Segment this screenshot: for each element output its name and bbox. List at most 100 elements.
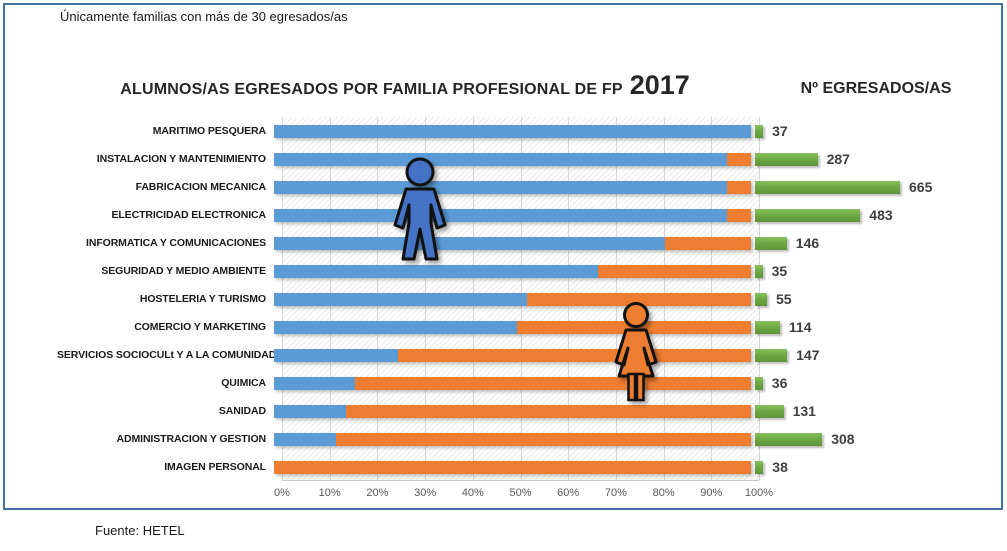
chart-row: COMERCIO Y MARKETING 114 bbox=[57, 313, 997, 341]
count-bar bbox=[755, 460, 764, 474]
female-segment bbox=[665, 236, 751, 250]
x-axis: 0% 10% 20% 30% 40% 50% 60% 70% 80% 90% 100% bbox=[274, 487, 773, 503]
count-value: 36 bbox=[771, 375, 788, 391]
stacked-bar bbox=[274, 404, 751, 418]
female-segment bbox=[727, 180, 751, 194]
stacked-bar bbox=[274, 264, 751, 278]
x-tick-label: 10% bbox=[318, 487, 341, 499]
category-label: SEGURIDAD Y MEDIO AMBIENTE bbox=[101, 265, 266, 277]
source-footer: Fuente: HETEL bbox=[95, 523, 185, 538]
count-value: 146 bbox=[795, 235, 820, 251]
male-segment bbox=[274, 292, 527, 306]
count-group: 308 bbox=[755, 431, 855, 447]
stacked-bar bbox=[274, 432, 751, 446]
chart-row: HOSTELERIA Y TURISMO 55 bbox=[57, 285, 997, 313]
count-bar bbox=[755, 124, 764, 138]
chart-rows: MARITIMO PESQUERA 37 INSTALACION Y MANTENI… bbox=[57, 117, 997, 481]
category-label: IMAGEN PERSONAL bbox=[164, 461, 266, 473]
male-segment bbox=[274, 376, 356, 390]
male-segment bbox=[274, 432, 336, 446]
count-value: 147 bbox=[796, 347, 820, 363]
count-bar bbox=[755, 208, 861, 222]
count-bar bbox=[755, 180, 900, 194]
count-value: 35 bbox=[771, 263, 788, 279]
male-segment bbox=[274, 180, 728, 194]
x-tick-label: 70% bbox=[604, 487, 627, 499]
count-group: 147 bbox=[755, 347, 820, 363]
male-segment bbox=[274, 348, 399, 362]
male-segment bbox=[274, 404, 346, 418]
chart-row: MARITIMO PESQUERA 37 bbox=[57, 117, 997, 145]
count-value: 55 bbox=[776, 291, 792, 307]
count-group: 36 bbox=[755, 375, 788, 391]
chart-title-year: 2017 bbox=[629, 70, 690, 100]
chart-row: FABRICACION MECANICA 665 bbox=[57, 173, 997, 201]
count-group: 483 bbox=[755, 207, 893, 223]
count-value: 308 bbox=[831, 431, 855, 447]
female-segment bbox=[727, 208, 751, 222]
count-value: 38 bbox=[772, 459, 788, 475]
count-value: 483 bbox=[869, 207, 893, 223]
chart-row: ELECTRICIDAD ELECTRONICA 483 bbox=[57, 201, 997, 229]
chart-row: SANIDAD 131 bbox=[57, 397, 997, 425]
x-tick-label: 80% bbox=[652, 487, 675, 499]
category-label: ELECTRICIDAD ELECTRONICA bbox=[111, 209, 266, 221]
female-segment bbox=[345, 404, 751, 418]
stacked-bar bbox=[274, 320, 751, 334]
count-bar bbox=[755, 152, 818, 166]
count-bar bbox=[755, 404, 784, 418]
chart-row: IMAGEN PERSONAL 38 bbox=[57, 453, 997, 481]
category-label: ADMINISTRACION Y GESTION bbox=[116, 433, 267, 445]
female-person-icon bbox=[614, 302, 658, 402]
count-bar bbox=[755, 376, 763, 390]
x-tick-label: 90% bbox=[700, 487, 723, 499]
x-tick-label: 0% bbox=[274, 487, 290, 499]
stacked-bar bbox=[274, 180, 751, 194]
chart-title-text: ALUMNOS/AS EGRESADOS POR FAMILIA PROFESI… bbox=[120, 81, 623, 98]
female-segment bbox=[274, 460, 751, 474]
male-segment bbox=[274, 124, 751, 138]
category-label: MARITIMO PESQUERA bbox=[152, 125, 266, 137]
count-group: 131 bbox=[755, 403, 816, 419]
chart-row: INFORMATICA Y COMUNICACIONES 146 bbox=[57, 229, 997, 257]
stacked-bar bbox=[274, 236, 751, 250]
count-group: 287 bbox=[755, 151, 850, 167]
category-label: SANIDAD bbox=[218, 405, 266, 417]
chart-row: ADMINISTRACION Y GESTION 308 bbox=[57, 425, 997, 453]
male-segment bbox=[274, 320, 518, 334]
category-label: COMERCIO Y MARKETING bbox=[134, 321, 266, 333]
x-tick-label: 40% bbox=[461, 487, 484, 499]
count-group: 38 bbox=[755, 459, 788, 475]
stacked-bar bbox=[274, 376, 751, 390]
count-value: 665 bbox=[909, 179, 933, 195]
count-group: 146 bbox=[755, 235, 820, 251]
count-value: 37 bbox=[772, 123, 788, 139]
female-segment bbox=[727, 152, 751, 166]
category-label: FABRICACION MECANICA bbox=[135, 181, 267, 193]
x-tick-label: 30% bbox=[414, 487, 437, 499]
category-label: SERVICIOS SOCIOCULt Y A LA COMUNIDAD bbox=[57, 349, 277, 361]
male-segment bbox=[274, 152, 728, 166]
male-segment bbox=[274, 208, 728, 222]
count-value: 114 bbox=[788, 319, 812, 335]
count-bar bbox=[755, 432, 823, 446]
stacked-bar bbox=[274, 460, 751, 474]
chart-title: ALUMNOS/AS EGRESADOS POR FAMILIA PROFESI… bbox=[80, 70, 730, 101]
female-segment bbox=[355, 376, 751, 390]
stacked-bar bbox=[274, 348, 751, 362]
count-axis-header: Nº EGRESADOS/AS bbox=[800, 80, 952, 97]
x-tick-label: 20% bbox=[366, 487, 389, 499]
male-segment bbox=[274, 236, 666, 250]
x-tick-label: 100% bbox=[744, 487, 774, 499]
count-group: 665 bbox=[755, 179, 933, 195]
category-label: INSTALACION Y MANTENIMIENTO bbox=[96, 153, 266, 165]
count-group: 35 bbox=[755, 263, 788, 279]
count-bar bbox=[755, 236, 787, 250]
male-person-icon bbox=[393, 157, 447, 261]
chart-row: SERVICIOS SOCIOCULt Y A LA COMUNIDAD 147 bbox=[57, 341, 997, 369]
stacked-bar bbox=[274, 208, 751, 222]
count-bar bbox=[755, 320, 780, 334]
stacked-bar bbox=[274, 152, 751, 166]
chart-row: QUIMICA 36 bbox=[57, 369, 997, 397]
